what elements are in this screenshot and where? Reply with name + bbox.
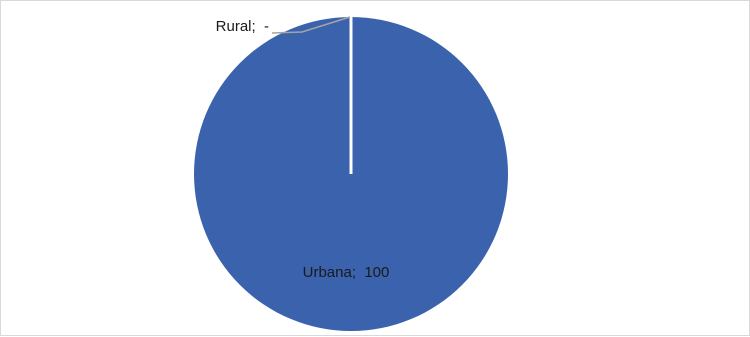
data-label-rural: Rural; - bbox=[216, 18, 269, 35]
data-label-urbana: Urbana; 100 bbox=[303, 264, 390, 281]
leader-line-rural bbox=[271, 16, 351, 34]
